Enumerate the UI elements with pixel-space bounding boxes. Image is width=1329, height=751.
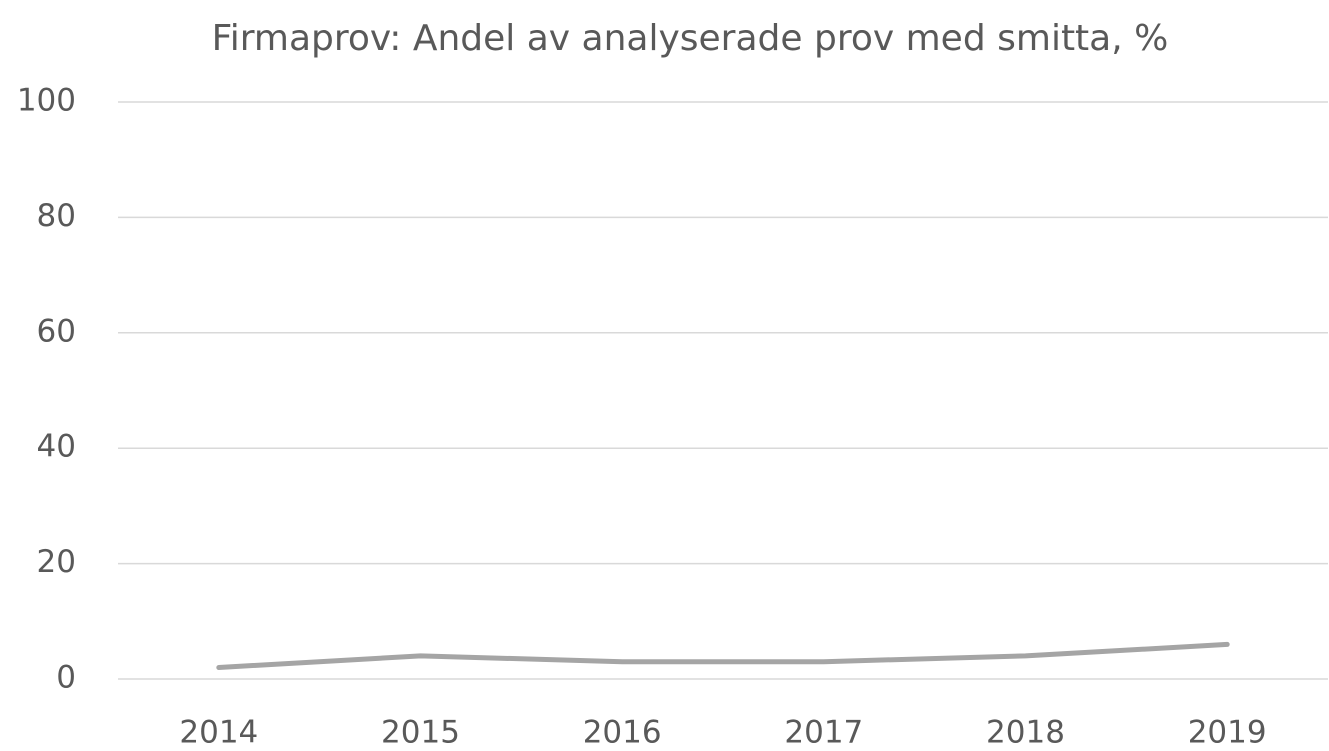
x-tick-label: 2016 — [583, 715, 662, 751]
y-tick-label: 40 — [37, 429, 76, 465]
x-tick-label: 2015 — [381, 715, 460, 751]
data-line — [216, 641, 1230, 670]
chart-title: Firmaprov: Andel av analyserade prov med… — [212, 18, 1169, 59]
x-tick-label: 2018 — [986, 715, 1065, 751]
y-tick-label: 60 — [37, 313, 76, 349]
x-tick-label: 2017 — [784, 715, 863, 751]
y-tick-label: 80 — [37, 198, 76, 234]
y-tick-label: 20 — [37, 544, 76, 580]
x-tick-label: 2014 — [179, 715, 258, 751]
x-tick-label: 2019 — [1188, 715, 1267, 751]
y-tick-label: 100 — [17, 83, 76, 119]
y-tick-label: 0 — [56, 660, 76, 696]
